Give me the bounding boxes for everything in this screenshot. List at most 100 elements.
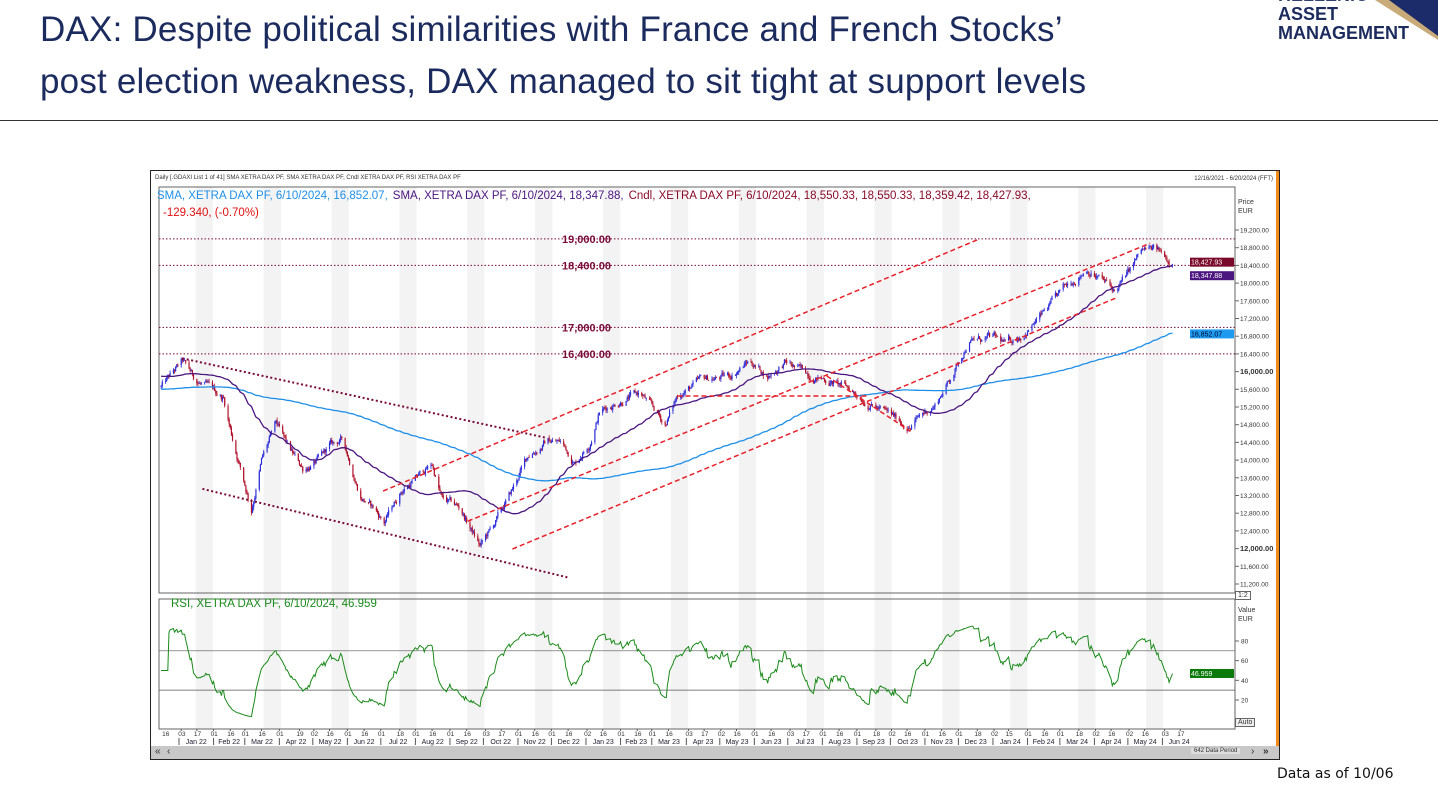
scroll-left-button[interactable]: ‹ bbox=[167, 746, 171, 757]
candle bbox=[887, 409, 889, 411]
candle bbox=[260, 457, 263, 465]
candle bbox=[777, 370, 779, 374]
candle bbox=[415, 475, 418, 476]
candle bbox=[1002, 340, 1004, 342]
candle bbox=[431, 465, 433, 466]
background-stripe bbox=[195, 187, 213, 729]
candle bbox=[652, 402, 654, 406]
candle bbox=[946, 381, 948, 385]
candle bbox=[448, 499, 450, 500]
candle bbox=[433, 468, 435, 476]
zoom-toggle-button[interactable]: 1:2 bbox=[1235, 591, 1251, 600]
candle bbox=[301, 466, 303, 467]
legend-cndl: Cndl, XETRA DAX PF, 6/10/2024, 18,550.33… bbox=[628, 190, 1031, 202]
candle bbox=[1104, 279, 1107, 281]
sma200-value-tag-bg bbox=[1190, 329, 1234, 339]
candle bbox=[830, 380, 832, 384]
candle bbox=[543, 441, 545, 446]
candle bbox=[442, 495, 444, 498]
candle bbox=[243, 467, 245, 481]
candle bbox=[926, 413, 928, 414]
trendline-desc-upper bbox=[182, 357, 548, 439]
candle bbox=[778, 367, 780, 371]
legend-sma200: SMA, XETRA DAX PF, 6/10/2024, 16,852.07, bbox=[157, 190, 388, 202]
candle bbox=[519, 470, 521, 476]
candle bbox=[648, 398, 651, 400]
close-value-tag-bg bbox=[1190, 257, 1234, 267]
month-label: Jan 22 bbox=[186, 739, 207, 746]
legend-change: -129.340, (-0.70%) bbox=[163, 207, 259, 219]
candle bbox=[419, 470, 421, 474]
candle bbox=[744, 362, 747, 364]
price-tick-label: 19,200.00 bbox=[1240, 228, 1269, 235]
candle bbox=[1112, 289, 1114, 291]
candle bbox=[846, 385, 848, 387]
candle bbox=[770, 374, 772, 377]
candle bbox=[200, 383, 202, 384]
price-tick-label: 15,200.00 bbox=[1240, 405, 1269, 412]
candle bbox=[454, 504, 457, 505]
x-tick-label: 18 bbox=[873, 731, 881, 738]
candle bbox=[734, 375, 736, 376]
scroll-right-button[interactable]: › bbox=[1251, 746, 1255, 757]
candle bbox=[450, 497, 452, 502]
candle bbox=[315, 459, 317, 463]
candle bbox=[634, 390, 636, 393]
candle bbox=[165, 380, 167, 382]
x-tick-label: 01 bbox=[276, 731, 284, 738]
candle bbox=[986, 333, 988, 337]
candle bbox=[947, 380, 949, 382]
candle bbox=[954, 369, 956, 375]
candle bbox=[262, 455, 264, 458]
month-label: Dec 22 bbox=[558, 739, 580, 746]
candle bbox=[590, 442, 593, 446]
candle bbox=[447, 499, 449, 502]
x-tick-label: 01 bbox=[1025, 731, 1033, 738]
window-edge bbox=[1276, 171, 1279, 759]
candle bbox=[457, 504, 459, 506]
candle bbox=[1158, 247, 1160, 251]
scroll-end-button[interactable]: » bbox=[1263, 746, 1269, 757]
candle bbox=[183, 360, 186, 361]
title-line-1: DAX: Despite political similarities with… bbox=[40, 10, 1063, 49]
candle bbox=[1065, 284, 1068, 286]
candle bbox=[189, 368, 191, 372]
candle bbox=[923, 413, 925, 414]
candle bbox=[224, 397, 226, 406]
candle bbox=[683, 393, 685, 395]
scroll-start-button[interactable]: « bbox=[155, 746, 161, 757]
candle bbox=[487, 531, 489, 537]
candle bbox=[665, 424, 667, 426]
candle bbox=[169, 372, 171, 377]
candle bbox=[338, 439, 341, 444]
x-tick-label: 16 bbox=[429, 731, 437, 738]
candle bbox=[161, 381, 163, 387]
candle bbox=[871, 404, 874, 405]
month-label: Dec 23 bbox=[965, 739, 987, 746]
candle bbox=[294, 453, 296, 455]
candle bbox=[1117, 288, 1119, 291]
candle bbox=[953, 374, 955, 382]
candle bbox=[418, 473, 420, 477]
horizontal-scrollbar[interactable]: « ‹ 642 Data Period › » bbox=[151, 746, 1279, 759]
dax-chart[interactable]: 11,200.00 11,600.00 12,000.00 12,400.00 12,8… bbox=[150, 170, 1280, 760]
auto-scale-button[interactable]: Auto bbox=[1235, 718, 1256, 727]
candle bbox=[603, 407, 605, 409]
candle bbox=[1059, 289, 1061, 291]
candle bbox=[1141, 248, 1143, 250]
x-tick-label: 03 bbox=[178, 731, 186, 738]
candle bbox=[197, 383, 199, 384]
price-tick-label: 16,000.00 bbox=[1240, 367, 1273, 376]
candle bbox=[583, 452, 585, 454]
price-tick-label: 13,200.00 bbox=[1240, 493, 1269, 500]
candle bbox=[251, 507, 254, 513]
chart-canvas[interactable]: 11,200.00 11,600.00 12,000.00 12,400.00 12,8… bbox=[151, 171, 1279, 759]
candle bbox=[629, 392, 632, 395]
candle bbox=[462, 513, 464, 515]
candle bbox=[371, 504, 373, 506]
x-tick-label: 01 bbox=[515, 731, 523, 738]
candle bbox=[480, 541, 482, 546]
candle bbox=[789, 362, 791, 364]
price-tick-label: 12,400.00 bbox=[1240, 528, 1269, 535]
candle bbox=[574, 461, 576, 463]
